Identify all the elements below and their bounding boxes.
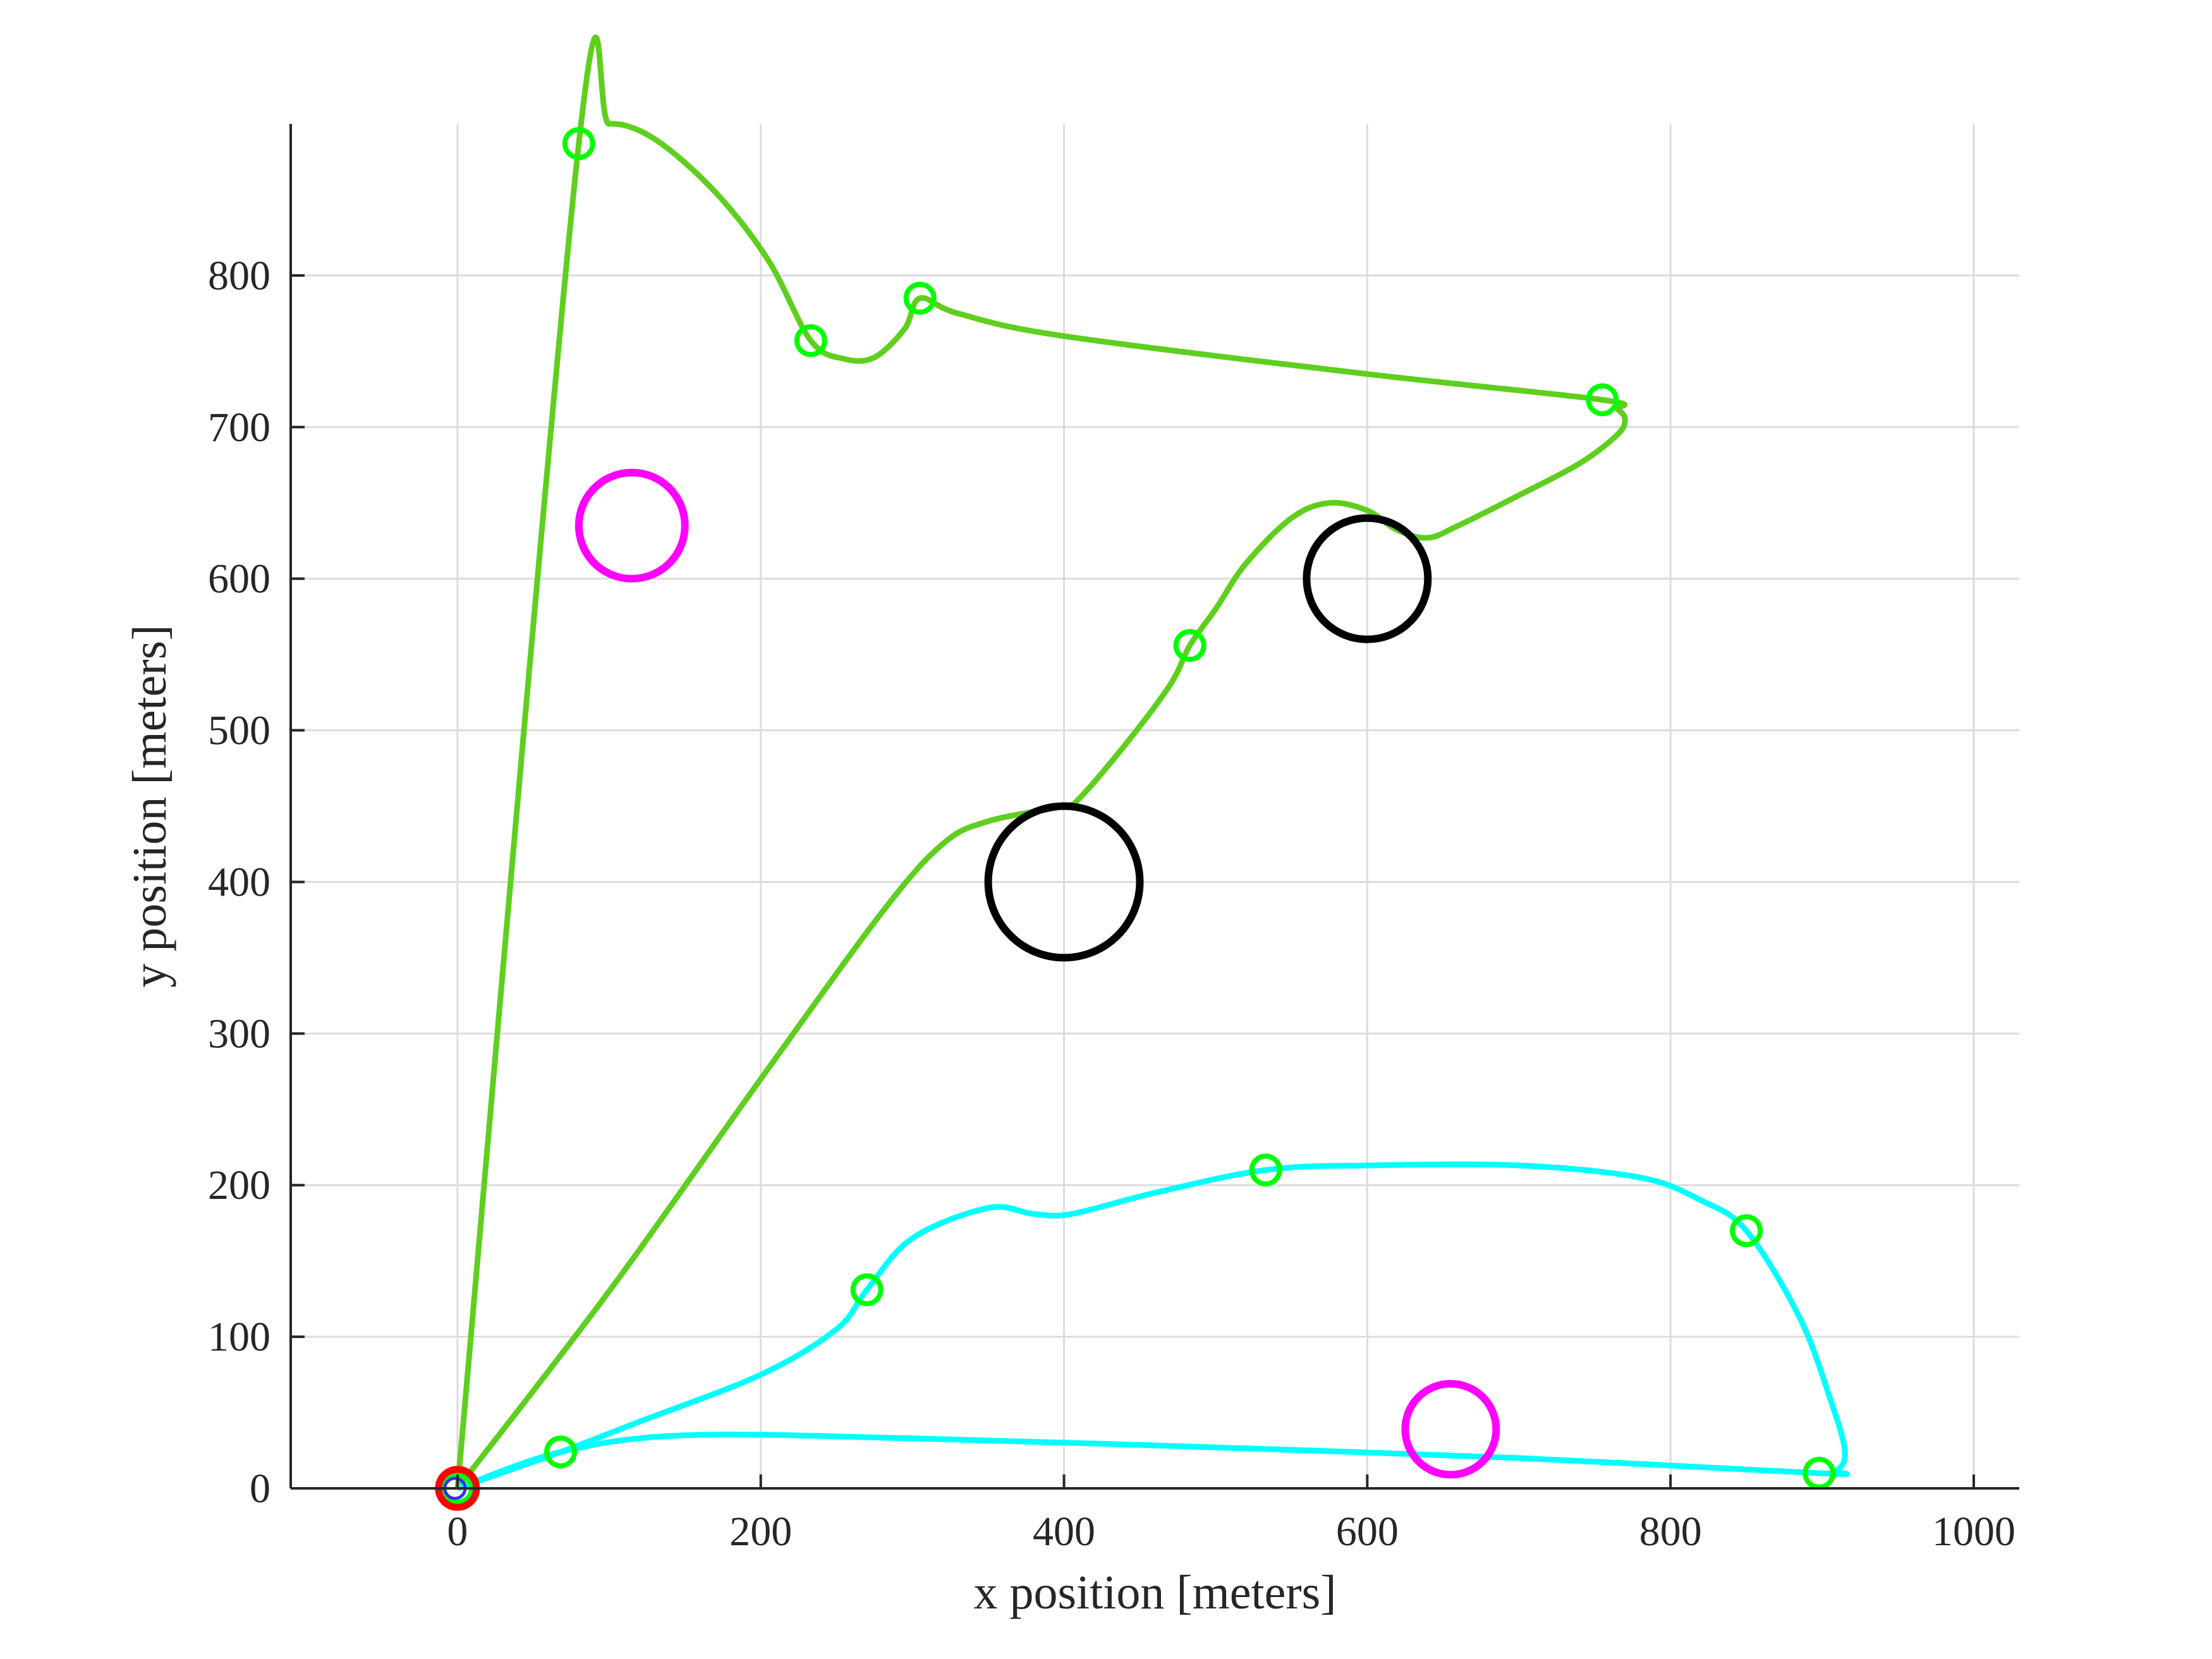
x-tick-label: 400 (1033, 1509, 1095, 1555)
y-tick-label: 600 (208, 556, 270, 602)
waypoint-marker (1730, 1214, 1763, 1248)
waypoint-marker (794, 324, 827, 358)
markers (435, 127, 1836, 1511)
obstacle-circle (1303, 514, 1432, 643)
x-tick-label: 200 (729, 1509, 792, 1555)
y-tick-label: 0 (250, 1466, 270, 1512)
x-tick-label: 0 (447, 1509, 468, 1555)
grid (291, 124, 2019, 1490)
waypoint-marker (544, 1435, 578, 1469)
waypoint-marker (850, 1273, 884, 1306)
trajectories (454, 34, 1850, 1492)
y-axis-label: y position [meters] (123, 624, 176, 987)
y-tick-label: 800 (208, 253, 270, 299)
x-tick-label: 800 (1639, 1509, 1702, 1555)
waypoint-marker (1586, 383, 1619, 416)
y-tick-label: 700 (208, 404, 270, 451)
tick-labels: 0 200 400 600 800 1000 0 100 200 300 400 500 600 700 8… (208, 253, 2015, 1555)
x-tick-label: 600 (1336, 1509, 1399, 1555)
y-tick-label: 200 (208, 1162, 270, 1208)
y-tick-label: 300 (208, 1011, 270, 1057)
axes (289, 124, 2019, 1490)
target-circle (1401, 1380, 1500, 1479)
y-tick-label: 500 (208, 708, 270, 754)
obstacle-circle (984, 802, 1144, 962)
target-circle (574, 468, 689, 583)
trajectory-line-1 (454, 34, 1628, 1490)
x-tick-label: 1000 (1932, 1509, 2015, 1555)
waypoint-marker (1173, 629, 1206, 662)
y-tick-label: 100 (208, 1314, 270, 1360)
waypoint-marker (1249, 1153, 1282, 1187)
waypoint-marker (903, 281, 937, 315)
y-tick-label: 400 (208, 859, 270, 905)
x-axis-label: x position [meters] (973, 1566, 1336, 1619)
waypoint-marker (562, 127, 595, 161)
